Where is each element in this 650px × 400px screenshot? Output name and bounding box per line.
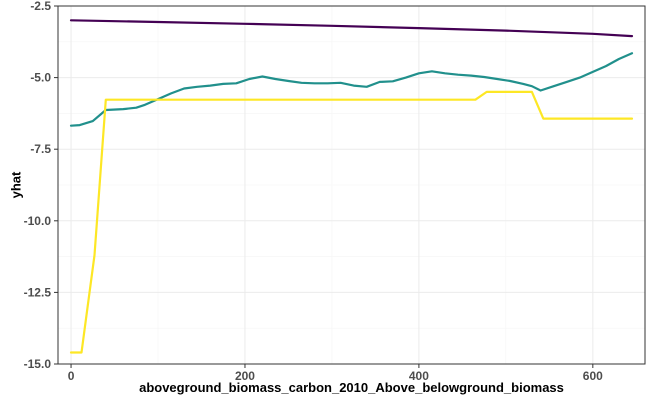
series-line-2 [69,52,634,127]
series-line-1 [69,19,634,38]
series-layer [69,19,634,354]
y-tick-label: -12.5 [24,285,52,299]
y-axis-title: yhat [9,171,24,198]
y-axis: -15.0 -12.5 -10.0 -7.5 -5.0 -2.5 [24,0,58,371]
x-tick-label: 0 [68,369,75,383]
panel-border [57,5,646,365]
x-tick-label: 400 [409,369,429,383]
x-axis: 0 200 400 600 [68,364,603,383]
series-line-3 [69,90,634,354]
y-tick-label: -5.0 [30,71,51,85]
x-tick-label: 200 [235,369,255,383]
x-axis-title: aboveground_biomass_carbon_2010_Above_be… [139,380,564,395]
x-tick-label: 600 [583,369,603,383]
y-tick-label: -7.5 [30,142,51,156]
grid [58,5,645,365]
y-tick-label: -10.0 [24,214,52,228]
y-tick-label: -2.5 [30,0,51,13]
y-tick-label: -15.0 [24,357,52,371]
